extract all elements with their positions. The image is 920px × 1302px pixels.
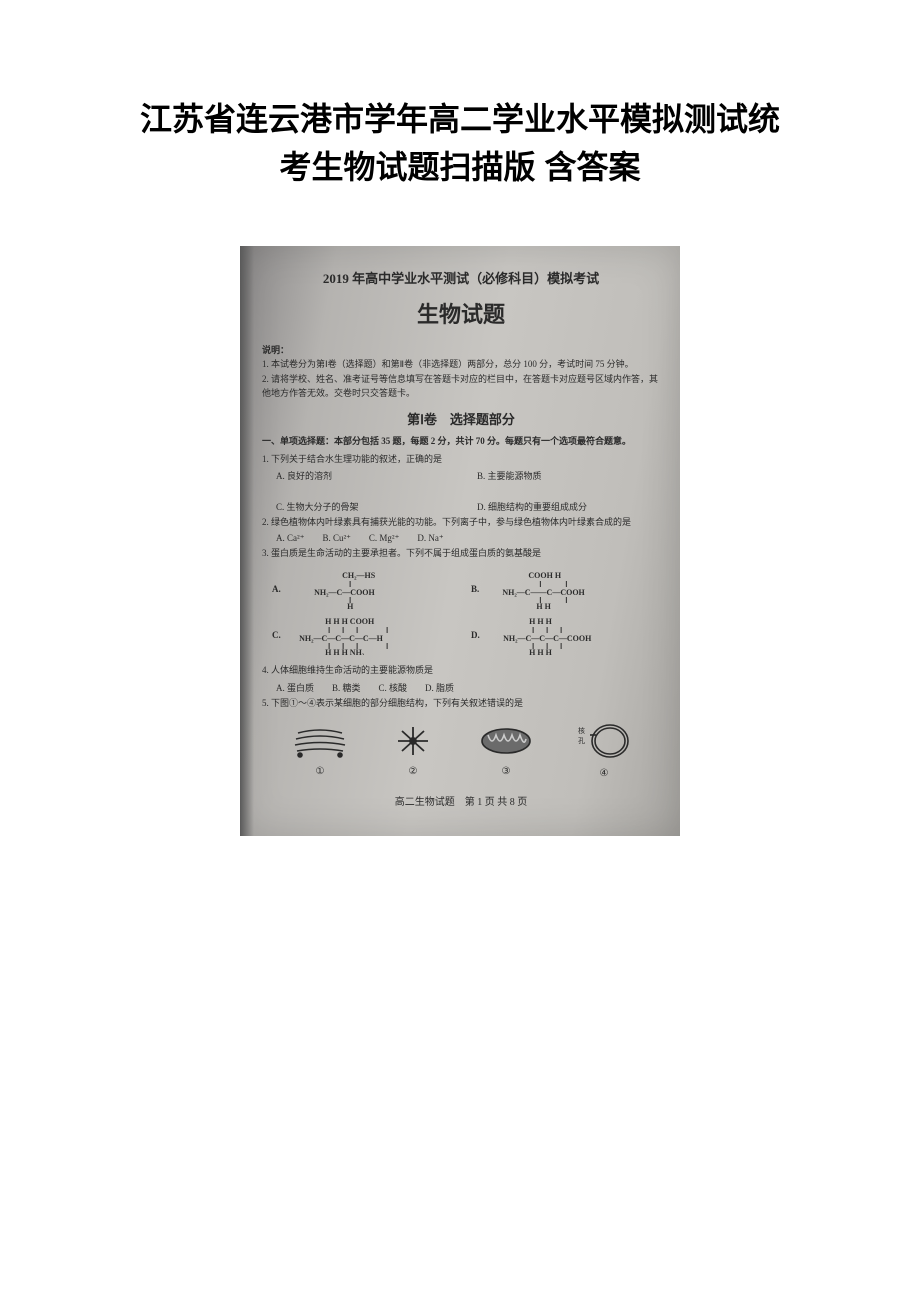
scanned-exam-page: 2019 年高中学业水平测试（必修科目）模拟考试 生物试题 说明： 1. 本试卷…	[240, 246, 680, 836]
amino-acid-b-icon: COOH H NH₂—C——C—COOH H H	[485, 569, 650, 609]
svg-text:H H H COOH: H H H COOH	[325, 617, 375, 626]
document-title: 江苏省连云港市学年高二学业水平模拟测试统 考生物试题扫描版 含答案	[0, 0, 920, 211]
section-1-title: 第Ⅰ卷 选择题部分	[262, 409, 660, 428]
svg-text:H H H: H H H	[529, 648, 552, 655]
title-line-1: 江苏省连云港市学年高二学业水平模拟测试统	[140, 101, 780, 137]
q3-label-d: D.	[471, 630, 480, 640]
nucleus-icon: 核 孔	[576, 721, 632, 761]
org-label-4: ④	[576, 768, 632, 779]
q4-opt-c: C. 核酸	[379, 681, 408, 694]
amino-acid-d-icon: H H H NH₂—C—C—C—COOH H H H	[486, 615, 650, 655]
organelle-3: ③	[476, 723, 536, 777]
centriole-icon	[390, 723, 436, 759]
q1-opt-c: C. 生物大分子的骨架	[276, 500, 459, 513]
q1-opt-a: A. 良好的溶剂	[276, 469, 459, 482]
golgi-icon	[290, 723, 350, 759]
svg-text:核: 核	[578, 726, 585, 735]
instructions-label: 说明：	[262, 343, 660, 357]
svg-text:孔: 孔	[578, 737, 585, 745]
svg-text:NH₂—C—C—C—COOH: NH₂—C—C—C—COOH	[503, 634, 592, 643]
q5-figures: ① ② ③	[262, 713, 660, 783]
exam-heading-1: 2019 年高中学业水平测试（必修科目）模拟考试	[262, 268, 660, 287]
organelle-4: 核 孔 ④	[576, 721, 632, 779]
q3-label-b: B.	[471, 584, 479, 594]
q2-opt-b: B. Cu²⁺	[322, 533, 350, 544]
org-label-1: ①	[290, 766, 350, 777]
q1-opt-b: B. 主要能源物质	[477, 469, 660, 482]
instruction-2: 2. 请将学校、姓名、准考证号等信息填写在答题卡对应的栏目中，在答题卡对应题号区…	[262, 372, 660, 401]
svg-text:COOH H: COOH H	[529, 571, 562, 580]
q4-opt-a: A. 蛋白质	[276, 681, 314, 694]
question-1: 1. 下列关于结合水生理功能的叙述，正确的是	[262, 452, 660, 466]
q4-opt-b: B. 糖类	[332, 681, 361, 694]
q3-struct-c: C. H H H COOH NH₂—C—C—C—C—H H H H NH₂	[272, 615, 451, 655]
title-line-2: 考生物试题扫描版 含答案	[280, 149, 641, 185]
org-label-3: ③	[476, 766, 536, 777]
instructions-block: 说明： 1. 本试卷分为第Ⅰ卷（选择题）和第Ⅱ卷（非选择题）两部分，总分 100…	[262, 343, 660, 401]
org-label-2: ②	[390, 766, 436, 777]
exam-heading-2: 生物试题	[262, 297, 660, 329]
q3-struct-b: B. COOH H NH₂—C——C—COOH H H	[471, 569, 650, 609]
q2-options: A. Ca²⁺ B. Cu²⁺ C. Mg²⁺ D. Na⁺	[262, 533, 660, 544]
q4-options: A. 蛋白质 B. 糖类 C. 核酸 D. 脂质	[262, 681, 660, 694]
q3-structures: A. CH₂—HS NH₂—C—COOH H B. COOH H NH₂—C——…	[262, 563, 660, 663]
amino-acid-a-icon: CH₂—HS NH₂—C—COOH H	[287, 569, 451, 609]
organelle-1: ①	[290, 723, 350, 777]
q1-options: A. 良好的溶剂 B. 主要能源物质 C. 生物大分子的骨架 D. 细胞结构的重…	[262, 469, 660, 513]
question-4: 4. 人体细胞维持生命活动的主要能源物质是	[262, 663, 660, 677]
q1-opt-d: D. 细胞结构的重要组成成分	[477, 500, 660, 513]
svg-text:H: H	[347, 602, 354, 609]
svg-text:NH₂—C——C—COOH: NH₂—C——C—COOH	[503, 588, 586, 597]
svg-text:H H H NH₂: H H H NH₂	[325, 648, 365, 655]
svg-text:CH₂—HS: CH₂—HS	[342, 571, 376, 580]
q4-opt-d: D. 脂质	[425, 681, 454, 694]
svg-text:H H H: H H H	[529, 617, 552, 626]
q3-label-c: C.	[272, 630, 281, 640]
question-5: 5. 下图①～④表示某细胞的部分细胞结构，下列有关叙述错误的是	[262, 696, 660, 710]
question-2: 2. 绿色植物体内叶绿素具有捕获光能的功能。下列离子中，参与绿色植物体内叶绿素合…	[262, 515, 660, 529]
svg-text:NH₂—C—C—C—C—H: NH₂—C—C—C—C—H	[299, 634, 384, 643]
q3-struct-a: A. CH₂—HS NH₂—C—COOH H	[272, 569, 451, 609]
question-3: 3. 蛋白质是生命活动的主要承担者。下列不属于组成蛋白质的氨基酸是	[262, 546, 660, 560]
q2-opt-a: A. Ca²⁺	[276, 533, 304, 544]
amino-acid-c-icon: H H H COOH NH₂—C—C—C—C—H H H H NH₂	[287, 615, 451, 655]
q2-opt-d: D. Na⁺	[417, 533, 443, 544]
mitochondrion-icon	[476, 723, 536, 759]
organelle-2: ②	[390, 723, 436, 777]
q2-opt-c: C. Mg²⁺	[369, 533, 399, 544]
q3-label-a: A.	[272, 584, 281, 594]
instruction-1: 1. 本试卷分为第Ⅰ卷（选择题）和第Ⅱ卷（非选择题）两部分，总分 100 分，考…	[262, 357, 660, 371]
section-1-note: 一、单项选择题：本部分包括 35 题，每题 2 分，共计 70 分。每题只有一个…	[262, 434, 660, 448]
svg-text:H H: H H	[537, 602, 552, 609]
q3-struct-d: D. H H H NH₂—C—C—C—COOH H H H	[471, 615, 650, 655]
svg-text:NH₂—C—COOH: NH₂—C—COOH	[314, 588, 375, 597]
page-footer: 高二生物试题 第 1 页 共 8 页	[262, 793, 660, 808]
